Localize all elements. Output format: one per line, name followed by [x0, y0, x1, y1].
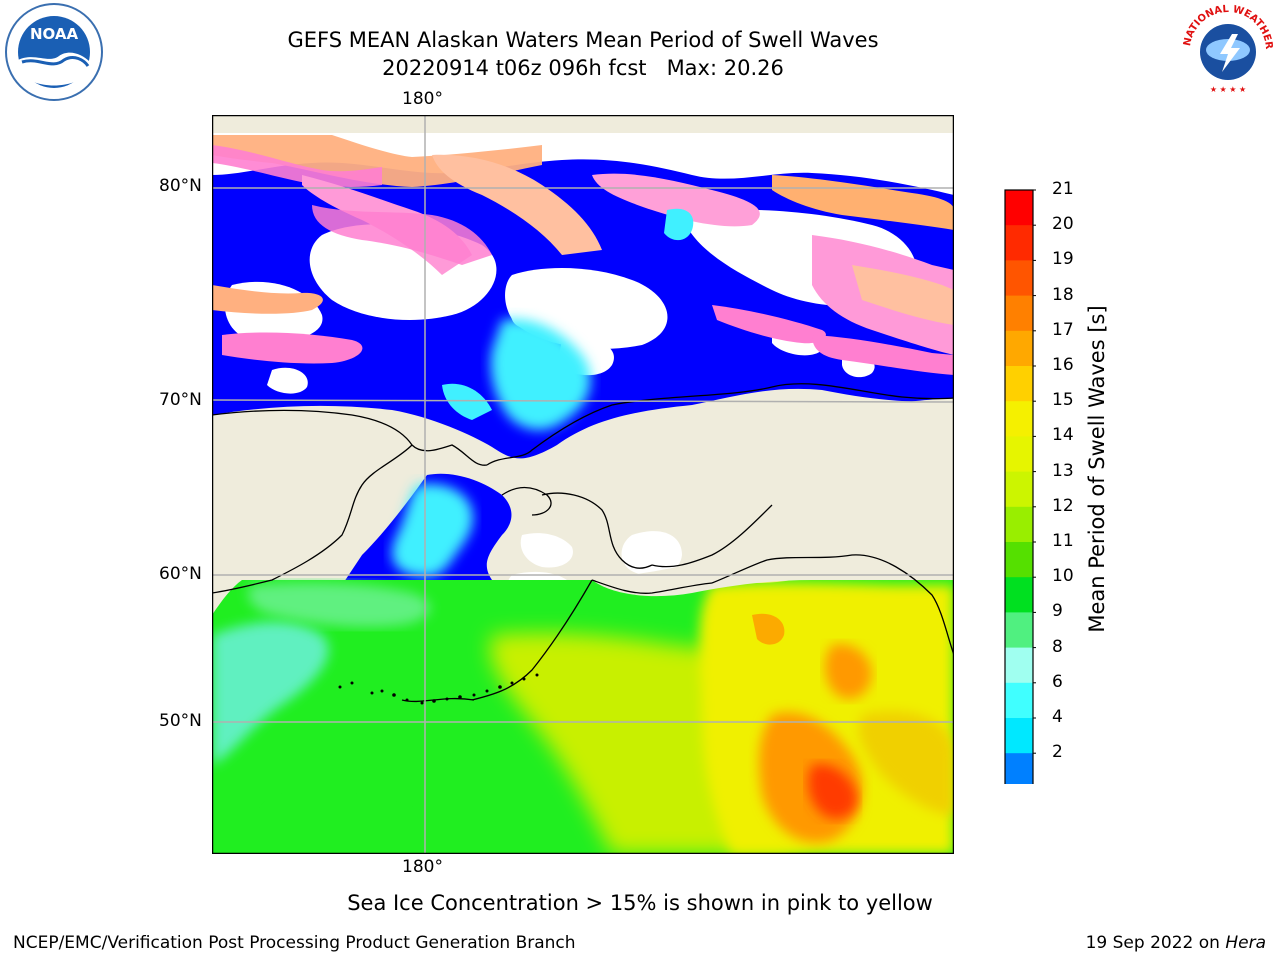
colorbar-tick-label: 14 — [1052, 425, 1074, 446]
colorbar-band — [1005, 471, 1033, 508]
lat-label-50: 50°N — [159, 711, 202, 731]
colorbar-band — [1005, 225, 1033, 261]
map-frame — [212, 115, 954, 854]
colorbar-band — [1005, 682, 1033, 719]
colorbar — [1004, 189, 1036, 784]
colorbar-outline — [1004, 189, 1034, 784]
colorbar-tick-label: 19 — [1052, 249, 1074, 270]
colorbar-tick-label: 8 — [1052, 636, 1063, 657]
colorbar-band — [1005, 436, 1033, 473]
nws-logo: NATIONAL WEATHER SERVICE ★ ★ ★ ★ — [1180, 2, 1274, 96]
pacific-orange-gulf — [752, 613, 785, 645]
map-bottom-lon-label: 180° — [402, 857, 443, 877]
graticule — [212, 115, 954, 854]
alaska-mainland — [592, 398, 954, 597]
chart-title-line2: 20220914 t06z 096h fcst Max: 20.26 — [382, 56, 784, 80]
sea-ice-note: Sea Ice Concentration > 15% is shown in … — [347, 891, 933, 915]
colorbar-tick-label: 12 — [1052, 495, 1074, 516]
bering-no-data — [520, 533, 573, 568]
svg-text:★ ★ ★ ★: ★ ★ ★ ★ — [1210, 85, 1246, 94]
colorbar-tick-label: 4 — [1052, 707, 1063, 727]
colorbar-tick-label: 16 — [1052, 355, 1074, 375]
svg-text:NOAA: NOAA — [30, 25, 79, 43]
colorbar-band — [1005, 401, 1033, 437]
chart-title-line1: GEFS MEAN Alaskan Waters Mean Period of … — [287, 28, 879, 52]
colorbar-band — [1005, 330, 1033, 367]
colorbar-band — [1005, 647, 1033, 684]
chukchi-cyan-plume — [490, 319, 591, 431]
colorbar-tick-label: 13 — [1052, 460, 1074, 481]
map-panel — [212, 115, 954, 854]
siberia-land — [212, 410, 412, 580]
lat-label-80: 80°N — [159, 176, 202, 196]
colorbar-tick-label: 6 — [1052, 671, 1063, 692]
colorbar-tick-label: 11 — [1052, 531, 1074, 551]
colorbar-band — [1005, 506, 1033, 543]
colorbar-band — [1005, 753, 1033, 784]
colorbar-band — [1005, 366, 1033, 402]
colorbar-tick-label: 21 — [1052, 179, 1074, 199]
pacific-green-south — [248, 791, 432, 854]
colorbar-tick-label: 10 — [1052, 566, 1074, 587]
footer-date-text: 19 Sep 2022 on — [1085, 933, 1226, 953]
colorbar-band — [1005, 542, 1033, 578]
noaa-logo: NOAA — [5, 3, 103, 101]
sea-ice-bands — [212, 133, 954, 375]
map-top-lon-label: 180° — [402, 89, 443, 109]
coastlines — [212, 383, 954, 703]
chukchi-cyan-patch — [442, 383, 492, 420]
colorbar-tick-label: 17 — [1052, 319, 1074, 340]
colorbar-band — [1005, 295, 1033, 332]
pacific-cyan-west — [212, 621, 329, 765]
lat-label-70: 70°N — [159, 390, 202, 410]
pacific-yellow-east — [858, 711, 954, 815]
colorbar-band — [1005, 260, 1033, 297]
colorbar-tick-label: 2 — [1052, 742, 1063, 763]
footer-branch: NCEP/EMC/Verification Post Processing Pr… — [13, 933, 576, 953]
footer-date: 19 Sep 2022 on Hera — [1086, 933, 1266, 953]
footer-machine: Hera — [1225, 933, 1266, 953]
colorbar-band — [1005, 718, 1033, 754]
pacific-red-core — [807, 764, 858, 819]
pacific-orange-north — [824, 644, 872, 699]
colorbar-tick-label: 9 — [1052, 601, 1063, 622]
colorbar-tick-label: 20 — [1052, 214, 1074, 235]
aleutian-islands — [338, 673, 539, 705]
colorbar-band — [1005, 577, 1033, 613]
bering-cyan — [392, 483, 473, 577]
lat-label-60: 60°N — [159, 564, 202, 584]
pacific-light-green — [248, 582, 431, 627]
colorbar-band — [1005, 612, 1033, 649]
colorbar-label: Mean Period of Swell Waves [s] — [1085, 305, 1109, 633]
colorbar-tick-label: 18 — [1052, 284, 1074, 305]
colorbar-band — [1005, 190, 1033, 226]
colorbar-tick-label: 15 — [1052, 390, 1074, 411]
